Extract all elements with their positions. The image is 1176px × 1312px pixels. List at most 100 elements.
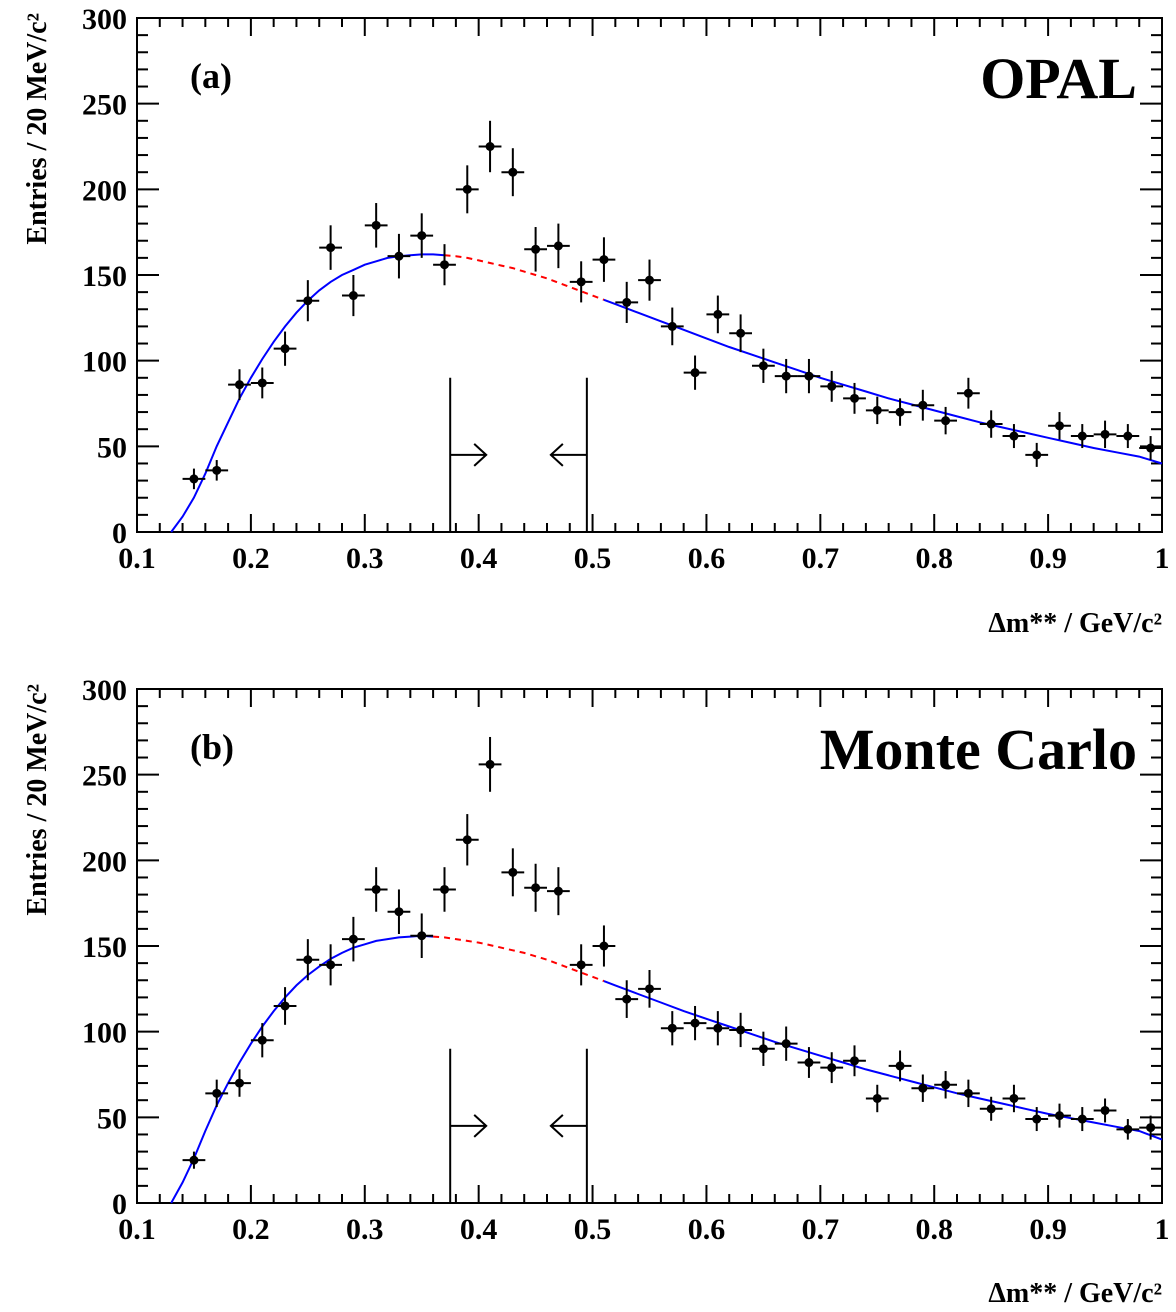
y-tick-label: 100 [82,346,127,379]
data-point [524,227,547,272]
data-point [364,867,388,912]
data-point [957,1079,980,1108]
data-point [888,398,912,426]
data-point-marker [462,184,472,194]
data-point-marker [895,1061,905,1071]
fit-curve-right [603,980,1163,1141]
data-point-marker [963,388,973,398]
data-point-marker [850,393,859,403]
data-point-marker [667,321,677,331]
data-point [888,1050,912,1082]
y-tick-label: 300 [82,674,127,707]
data-point [1116,424,1140,449]
data-point [957,377,980,409]
data-point [934,1071,957,1099]
x-tick-label: 0.6 [688,542,726,575]
data-point-marker [1100,429,1110,439]
data-point-marker [850,1056,859,1066]
data-point-marker [1077,1114,1087,1124]
y-tick-label: 200 [82,845,127,878]
data-point-marker [303,955,313,965]
data-point-marker [758,361,768,371]
data-point [1048,1103,1071,1128]
data-point [865,396,889,425]
data-point-marker [918,400,928,410]
data-point-marker [417,231,427,241]
data-point [228,1069,251,1097]
data-point [934,406,957,435]
data-point [1116,1119,1140,1140]
data-point [569,944,593,986]
data-point-marker [1100,1105,1110,1115]
data-point [410,213,434,258]
data-point [820,370,844,402]
data-point-marker [531,883,541,893]
x-tick-label: 0.5 [574,1213,612,1246]
data-point-marker [827,381,837,391]
data-point [387,889,411,935]
data-point [319,944,342,986]
data-point [1025,1107,1049,1132]
data-point [1070,1107,1094,1132]
data-point [774,358,798,394]
data-point-marker [1032,1114,1042,1124]
y-tick-label: 300 [82,3,127,36]
data-point [752,348,775,383]
x-tick-label: 0.9 [1029,1213,1067,1246]
data-point [843,1045,866,1077]
experiment-label: OPAL [980,46,1137,111]
data-point-marker [508,867,518,877]
data-point-marker [1009,431,1019,441]
data-point [1002,424,1026,449]
panel-label: (b) [190,727,234,767]
data-point [455,814,479,866]
fit-curve-right [603,298,1163,465]
data-point [296,280,320,322]
data-point [296,939,320,981]
data-point-marker [804,1058,814,1068]
data-point [660,307,684,346]
data-point-marker [485,142,495,151]
data-point-marker [804,371,814,381]
data-point [843,382,866,414]
panel-label: (a) [190,56,232,96]
data-point [774,1026,798,1061]
x-tick-label: 0.8 [915,1213,953,1246]
data-point-marker [872,1093,882,1103]
data-point [592,237,616,282]
y-tick-label: 200 [82,174,127,207]
fit-curve-left [170,934,434,1204]
data-point-marker [736,328,746,338]
data-point [410,913,434,958]
data-point-marker [394,251,404,261]
data-point-marker [531,244,541,254]
data-point [205,1079,229,1108]
x-tick-label: 0.9 [1029,542,1067,575]
x-tick-label: 1 [1155,542,1170,575]
data-point-marker [599,941,609,951]
data-point-marker [781,1039,791,1049]
data-point-marker [645,275,654,285]
data-point [1025,442,1049,467]
data-point-marker [941,416,951,426]
data-point-marker [257,1035,267,1045]
data-point-marker [348,291,358,301]
data-point-marker [326,243,336,253]
data-point-marker [758,1044,768,1054]
data-point [524,863,547,912]
data-point [478,736,502,792]
data-point [1139,436,1162,461]
x-tick-label: 0.6 [688,1213,726,1246]
data-point [1139,1115,1162,1140]
data-point [979,1096,1003,1121]
data-point [250,367,274,399]
data-point-marker [508,167,518,177]
data-point [911,1074,935,1102]
y-tick-label: 100 [82,1017,127,1050]
data-point-marker [1146,1123,1156,1133]
signal-window-lower-arrow [450,1114,488,1138]
data-point-marker [713,1023,723,1033]
data-point [706,295,730,334]
data-point-marker [440,884,449,894]
data-point [433,867,456,912]
